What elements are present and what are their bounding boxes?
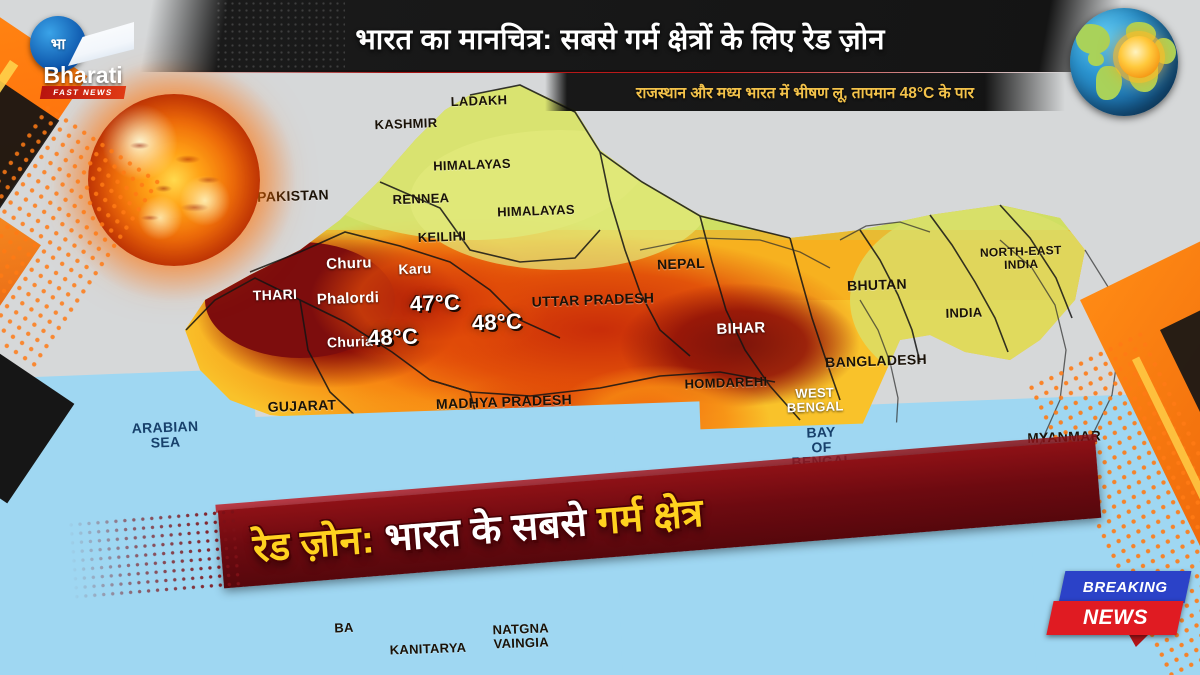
globe-with-sun-icon (1070, 8, 1178, 116)
banner-part-3: गर्म क्षेत्र (595, 491, 705, 543)
banner-part-1: रेड ज़ोन: (251, 517, 376, 571)
globe-sun-ray (1112, 54, 1139, 60)
banner-halftone-tail (66, 507, 243, 603)
continent-north-america (1076, 24, 1110, 54)
continent-south-america (1096, 66, 1122, 100)
logo-devanagari-mark: भा (50, 35, 66, 53)
continent-central-america (1088, 52, 1104, 66)
header-halftone-pattern (215, 0, 345, 72)
breaking-label-text: BREAKING (1082, 578, 1168, 596)
breaking-news-badge: BREAKING NEWS (1042, 571, 1192, 647)
globe-sun-overlay (1112, 30, 1166, 84)
sun-surface-texture (88, 94, 260, 266)
subtitle-text: राजस्थान और मध्य भारत में भीषण लू, तापमा… (636, 85, 974, 102)
page-title: भारत का मानचित्र: सबसे गर्म क्षेत्रों के… (355, 23, 885, 56)
banner-part-2: भारत के सबसे (383, 500, 589, 560)
news-label-text: NEWS (1082, 606, 1148, 629)
breaking-label: BREAKING (1058, 571, 1192, 603)
channel-logo[interactable]: भा Bharati FAST NEWS (24, 14, 142, 99)
sun-icon (50, 58, 299, 302)
globe-sun-ray (1114, 41, 1141, 60)
header-bar: भारत का मानचित्र: सबसे गर्म क्षेत्रों के… (0, 0, 1200, 72)
globe-sun-ray (1137, 54, 1164, 73)
logo-name: Bharati (43, 62, 123, 88)
logo-tagline: FAST NEWS (39, 86, 127, 99)
news-label: NEWS (1046, 601, 1184, 635)
subtitle-bar: राजस्थान और मध्य भारत में भीषण लू, तापमा… (545, 73, 1065, 111)
globe-sphere (1070, 8, 1178, 116)
sun-disc (88, 94, 260, 266)
